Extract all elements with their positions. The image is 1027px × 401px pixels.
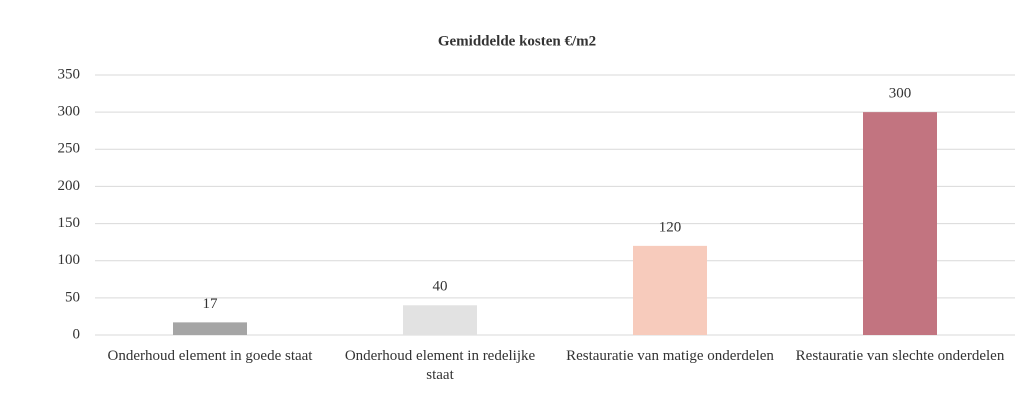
data-label: 40	[433, 279, 448, 295]
x-tick-label: Restauratie van slechte onderdelen	[795, 348, 1005, 364]
bar	[863, 112, 937, 336]
chart-title: Gemiddelde kosten €/m2	[438, 33, 596, 49]
y-tick-label: 150	[58, 215, 81, 231]
y-tick-label: 250	[58, 141, 81, 157]
data-label: 300	[889, 86, 912, 102]
y-tick-label: 350	[58, 66, 81, 82]
data-label: 17	[203, 296, 219, 312]
bar	[173, 322, 247, 335]
bar	[633, 245, 707, 335]
data-label: 120	[659, 219, 682, 235]
x-tick-label: Restauratie van matige onderdelen	[566, 348, 774, 364]
bar	[403, 305, 477, 335]
x-tick-label: Onderhoud element in goede staat	[107, 348, 313, 364]
y-tick-label: 200	[58, 178, 81, 194]
x-tick-label: Onderhoud element in redelijke staat	[344, 348, 536, 383]
y-tick-label: 0	[73, 326, 81, 342]
y-tick-label: 100	[58, 252, 81, 268]
y-tick-label: 50	[65, 289, 80, 305]
y-tick-label: 300	[58, 104, 81, 120]
